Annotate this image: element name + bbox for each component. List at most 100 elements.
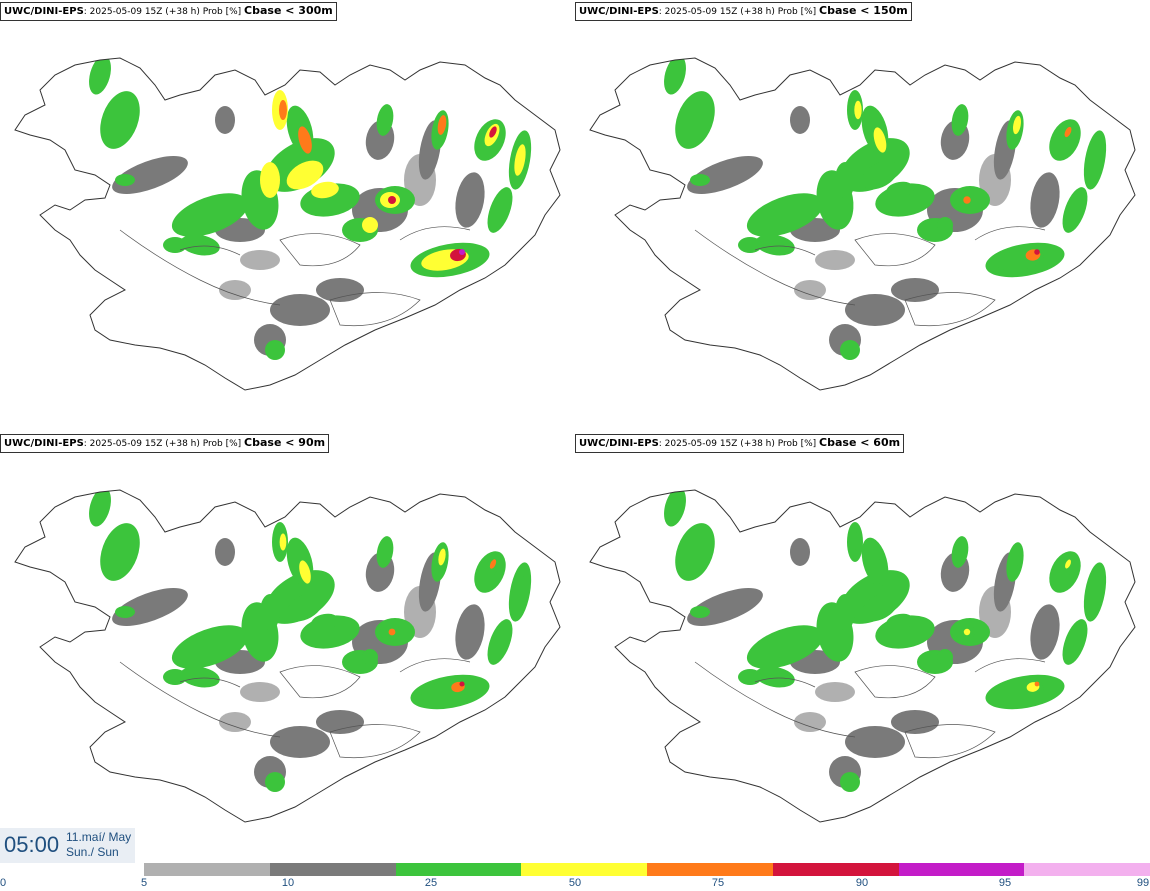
- probability-area: [861, 592, 899, 622]
- legend-tick-label: 0: [0, 877, 7, 889]
- probability-field: [664, 490, 1107, 792]
- probability-area: [873, 127, 887, 153]
- probability-area: [299, 560, 311, 584]
- probability-area: [873, 558, 887, 586]
- probability-area: [279, 100, 287, 120]
- iceland-map: [14, 489, 561, 823]
- legend-tick-label: 5: [140, 877, 148, 889]
- probability-area: [738, 669, 762, 685]
- legend-swatch: [395, 863, 522, 876]
- terrain-contour: [974, 658, 1046, 673]
- legend-swatch: [1024, 863, 1150, 876]
- probability-area: [311, 613, 339, 631]
- probability-area: [115, 606, 135, 618]
- probability-area: [388, 628, 396, 636]
- probability-area: [115, 174, 135, 186]
- probability-area: [690, 174, 710, 186]
- probability-area: [815, 682, 855, 702]
- probability-area: [1064, 126, 1072, 138]
- terrain-contour: [279, 233, 361, 267]
- model-name: UWC/DINI-EPS: [4, 438, 84, 449]
- probability-area: [1013, 115, 1021, 135]
- probability-area: [891, 278, 939, 302]
- probability-area: [840, 772, 860, 792]
- probability-area: [891, 710, 939, 734]
- legend-tick-label: 75: [711, 877, 725, 889]
- probability-area: [487, 619, 513, 665]
- probability-area: [240, 682, 280, 702]
- probability-area: [311, 181, 339, 199]
- coastline: [14, 57, 561, 391]
- probability-area: [886, 613, 914, 631]
- threshold-label: Cbase < 300m: [244, 4, 333, 17]
- probability-area: [180, 666, 220, 688]
- probability-area: [362, 217, 378, 233]
- legend-swatch: [647, 863, 773, 876]
- legend-swatch: [521, 863, 647, 876]
- terrain-contour: [904, 724, 996, 758]
- probability-area: [1034, 681, 1040, 687]
- terrain-contour: [854, 233, 936, 267]
- probability-area: [746, 193, 824, 237]
- legend-swatch: [144, 863, 270, 876]
- probability-area: [835, 162, 855, 198]
- panel-title: UWC/DINI-EPS: 2025-05-09 15Z (+38 h) Pro…: [0, 2, 337, 21]
- probability-area: [279, 533, 287, 551]
- probability-area: [514, 144, 526, 176]
- probability-area: [270, 726, 330, 758]
- probability-area: [794, 280, 826, 300]
- terrain-contour: [754, 677, 816, 688]
- probability-area: [794, 712, 826, 732]
- probability-area: [171, 625, 249, 669]
- probability-area: [854, 532, 862, 552]
- probability-area: [790, 106, 810, 134]
- terrain-contour: [694, 229, 856, 306]
- probability-area: [1089, 144, 1101, 176]
- probability-area: [316, 710, 364, 734]
- coastline: [589, 57, 1136, 391]
- iceland-map: [589, 489, 1136, 823]
- probability-area: [459, 681, 465, 687]
- map-panel-300m: UWC/DINI-EPS: 2025-05-09 15Z (+38 h) Pro…: [0, 0, 575, 432]
- probability-area: [746, 625, 824, 669]
- probability-area: [89, 58, 111, 95]
- map-panel-150m: UWC/DINI-EPS: 2025-05-09 15Z (+38 h) Pro…: [575, 0, 1150, 432]
- probability-area: [180, 234, 220, 256]
- probability-area: [755, 234, 795, 256]
- probability-area: [1030, 172, 1060, 228]
- legend-tick-label: 95: [998, 877, 1012, 889]
- probability-field: [89, 58, 532, 360]
- probability-area: [459, 249, 465, 255]
- probability-area: [1034, 249, 1040, 255]
- model-name: UWC/DINI-EPS: [579, 6, 659, 17]
- run-info: : 2025-05-09 15Z (+38 h) Prob [%]: [658, 7, 820, 17]
- legend-tick-label: 25: [424, 877, 438, 889]
- probability-area: [835, 594, 855, 630]
- probability-area: [455, 172, 485, 228]
- legend-swatch: [898, 863, 1025, 876]
- iceland-map: [589, 57, 1136, 391]
- probability-area: [664, 490, 686, 527]
- probability-area: [963, 628, 971, 636]
- probability-area: [1030, 604, 1060, 660]
- probability-area: [937, 649, 953, 665]
- probability-area: [240, 250, 280, 270]
- terrain-contour: [179, 245, 241, 256]
- probability-area: [89, 490, 111, 527]
- terrain-contour: [399, 658, 471, 673]
- probability-area: [316, 278, 364, 302]
- probability-area: [755, 666, 795, 688]
- probability-area: [100, 523, 140, 581]
- probability-area: [1062, 619, 1088, 665]
- probability-area: [1089, 576, 1101, 608]
- probability-color-legend: [144, 863, 1150, 876]
- probability-area: [286, 160, 324, 190]
- terrain-contour: [329, 724, 421, 758]
- probability-area: [362, 649, 378, 665]
- terrain-contour: [399, 226, 471, 241]
- terrain-contour: [119, 229, 281, 306]
- probability-area: [219, 280, 251, 300]
- probability-area: [270, 294, 330, 326]
- legend-swatch: [269, 863, 396, 876]
- coastline: [14, 489, 561, 823]
